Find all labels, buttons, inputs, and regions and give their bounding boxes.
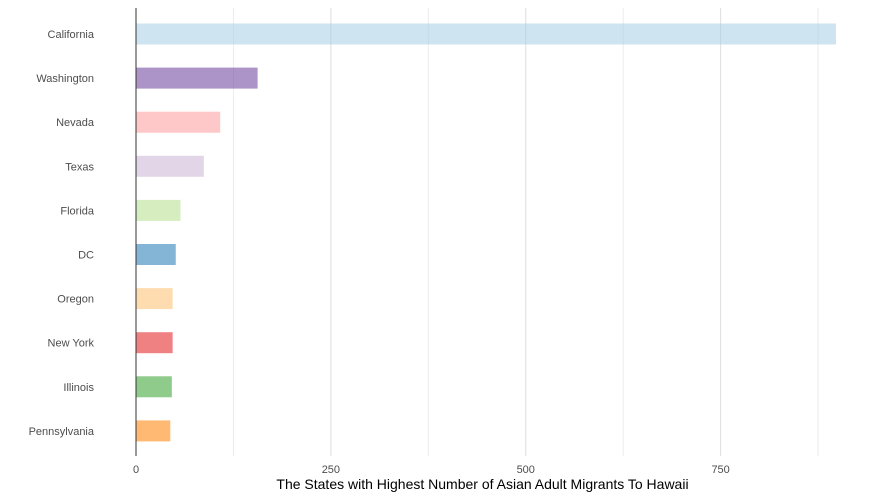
category-label: California bbox=[48, 29, 95, 41]
category-label: Pennsylvania bbox=[29, 426, 95, 438]
x-tick-label: 500 bbox=[517, 464, 535, 476]
category-label: DC bbox=[78, 250, 94, 262]
x-tick-label: 750 bbox=[711, 464, 729, 476]
bar-pennsylvania bbox=[136, 420, 171, 442]
bar-california bbox=[136, 23, 836, 45]
bar-texas bbox=[136, 155, 204, 177]
bar-new-york bbox=[136, 332, 173, 354]
category-label: Illinois bbox=[63, 382, 94, 394]
category-label: Washington bbox=[36, 73, 94, 85]
bar-oregon bbox=[136, 288, 173, 310]
category-label: Nevada bbox=[56, 117, 95, 129]
category-label: Florida bbox=[60, 205, 95, 217]
x-tick-labels: 0 250 500 750 bbox=[133, 464, 730, 476]
category-label: Texas bbox=[65, 161, 94, 173]
x-tick-label: 250 bbox=[322, 464, 340, 476]
category-labels: California Washington Nevada Texas Florida DC… bbox=[29, 29, 95, 438]
x-tick-label: 0 bbox=[133, 464, 139, 476]
bar-washington bbox=[136, 67, 258, 89]
category-label: Oregon bbox=[57, 294, 94, 306]
bar-dc bbox=[136, 244, 176, 265]
bars bbox=[136, 23, 836, 442]
bar-illinois bbox=[136, 376, 172, 398]
x-axis-title: The States with Highest Number of Asian … bbox=[276, 476, 689, 492]
bar-florida bbox=[136, 199, 181, 221]
bar-nevada bbox=[136, 111, 221, 133]
category-label: New York bbox=[48, 338, 95, 350]
